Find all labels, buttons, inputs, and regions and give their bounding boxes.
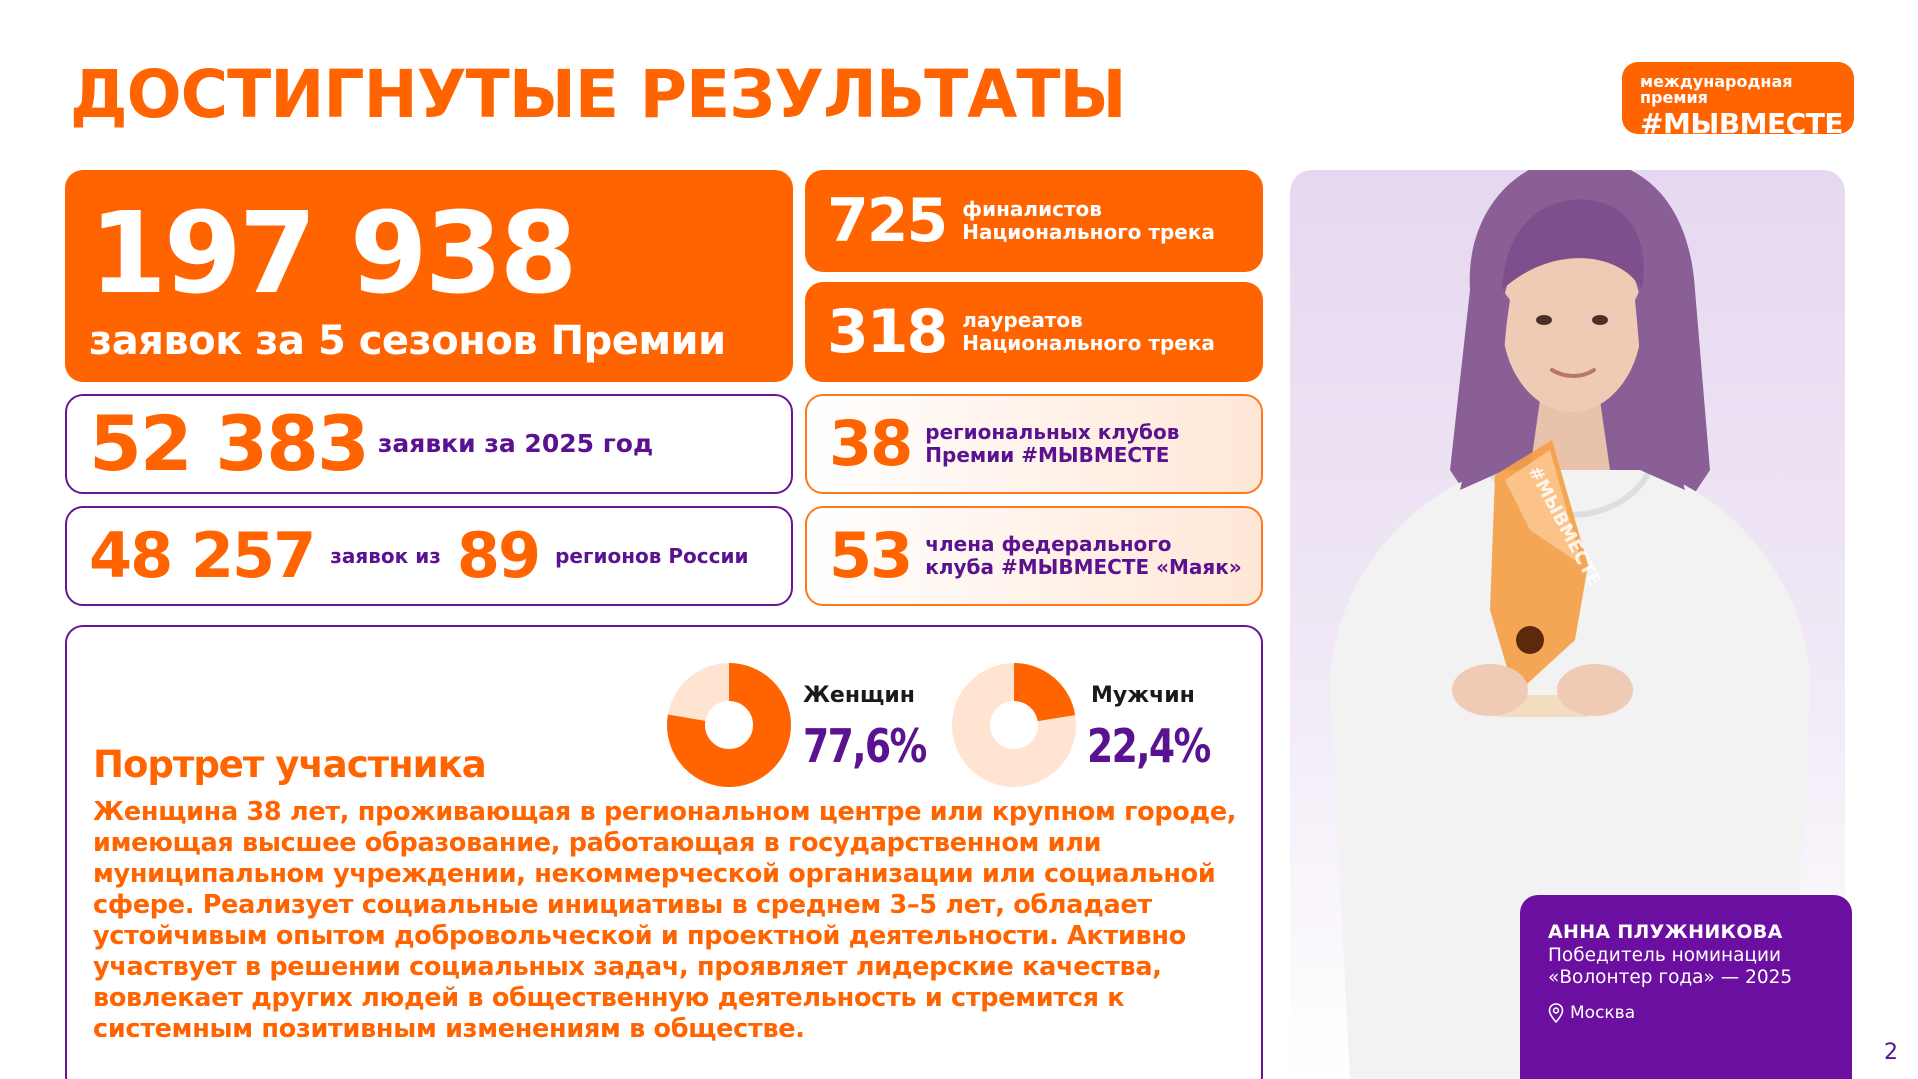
- page-title: ДОСТИГНУТЫЕ РЕЗУЛЬТАТЫ: [70, 56, 1127, 133]
- stat-card-2025: 52 383 заявки за 2025 год: [65, 394, 793, 494]
- stat-laureates-label-2: Национального трека: [962, 331, 1215, 355]
- stat-members-label-1: члена федерального: [925, 532, 1172, 556]
- right-eye: [1592, 315, 1608, 325]
- page-number: 2: [1884, 1040, 1898, 1065]
- stat-regions-label-2: регионов России: [555, 543, 749, 568]
- stat-2025-label: заявки за 2025 год: [377, 428, 654, 458]
- stat-regions-count: 89: [456, 519, 541, 592]
- right-hand: [1557, 664, 1633, 716]
- men-value: 22,4%: [1087, 719, 1211, 773]
- hair-fringe: [1502, 199, 1644, 290]
- mouth: [1550, 368, 1596, 378]
- stat-clubs-value: 38: [829, 407, 913, 480]
- winner-name: АННА ПЛУЖНИКОВА: [1548, 921, 1783, 943]
- stat-laureates-label-1: лауреатов: [962, 308, 1083, 332]
- stat-card-members: 53 члена федерального клуба #МЫВМЕСТЕ «М…: [805, 506, 1263, 606]
- stat-card-clubs: 38 региональных клубов Премии #МЫВМЕСТЕ: [805, 394, 1263, 494]
- women-donut-chart: [667, 663, 791, 787]
- logo-hashtag: #МЫВМЕСТЕ: [1640, 107, 1843, 140]
- stat-total-value: 197 938: [89, 189, 578, 319]
- men-donut-chart: [952, 663, 1076, 787]
- stat-finalists-label-1: финалистов: [962, 197, 1102, 221]
- women-label: Женщин: [803, 683, 915, 708]
- portrait-description: Женщина 38 лет, проживающая в региональн…: [93, 797, 1237, 1044]
- logo-subtitle: международная премия: [1640, 72, 1793, 107]
- stat-finalists-label-2: Национального трека: [962, 220, 1215, 244]
- men-donut-segment: [952, 663, 1076, 787]
- winner-city: Москва: [1570, 1003, 1636, 1023]
- trophy-hole: [1516, 626, 1544, 654]
- winner-role-2: «Волонтер года» — 2025: [1548, 967, 1793, 988]
- winner-role-1: Победитель номинации: [1548, 945, 1782, 966]
- winner-illustration: #МЫВМЕСТЕ: [1330, 170, 1810, 1079]
- hair-left: [1460, 280, 1510, 490]
- face-shape: [1502, 228, 1642, 412]
- stat-card-total: 197 938 заявок за 5 сезонов Премии: [65, 170, 793, 382]
- award-logo: международная премия #МЫВМЕСТЕ: [1622, 62, 1854, 138]
- portrait-title: Портрет участника: [93, 743, 487, 786]
- stat-regions-value: 48 257: [89, 519, 316, 592]
- participant-portrait-card: Женщин 77,6% Мужчин 22,4% Портрет участн…: [65, 625, 1263, 1079]
- stat-clubs-label-2: Премии #МЫВМЕСТЕ: [925, 443, 1170, 467]
- women-value: 77,6%: [803, 719, 927, 773]
- stat-members-label-2: клуба #МЫВМЕСТЕ «Маяк»: [925, 555, 1242, 579]
- stat-laureates-value: 318: [827, 297, 948, 367]
- stat-card-laureates: 318 лауреатов Национального трека: [805, 282, 1263, 382]
- stat-members-value: 53: [829, 519, 913, 592]
- stat-total-label: заявок за 5 сезонов Премии: [89, 318, 726, 364]
- hair-right: [1635, 280, 1685, 490]
- stat-regions-label-1: заявок из: [330, 543, 441, 568]
- left-hand: [1452, 664, 1528, 716]
- stat-2025-value: 52 383: [89, 399, 370, 488]
- trophy-highlight: [1505, 450, 1582, 565]
- women-donut-segment: [667, 663, 791, 787]
- stat-finalists-value: 725: [827, 186, 948, 256]
- location-pin-icon: [1548, 1003, 1564, 1023]
- stat-card-finalists: 725 финалистов Национального трека: [805, 170, 1263, 272]
- men-label: Мужчин: [1091, 683, 1195, 708]
- winner-caption: АННА ПЛУЖНИКОВА Победитель номинации «Во…: [1520, 895, 1852, 1079]
- stat-card-regions: 48 257 заявок из 89 регионов России: [65, 506, 793, 606]
- stat-clubs-label-1: региональных клубов: [925, 420, 1180, 444]
- left-eye: [1536, 315, 1552, 325]
